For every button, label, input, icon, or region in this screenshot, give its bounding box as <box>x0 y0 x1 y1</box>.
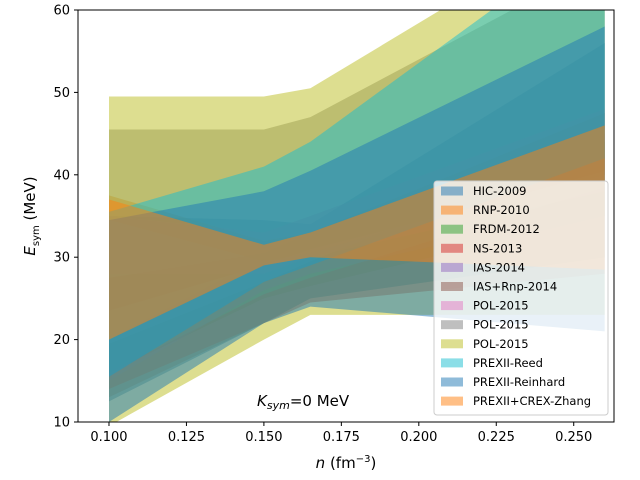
ksym-annotation: Ksym=0 MeV <box>257 392 350 412</box>
x-axis-label-main: n <box>316 454 326 472</box>
y-tick-label: 40 <box>53 168 70 183</box>
x-tick-label: 0.150 <box>245 430 282 445</box>
legend-box <box>433 180 609 416</box>
ksym-annotation-main: K <box>257 392 268 410</box>
legend-swatch <box>441 339 463 349</box>
x-tick-label: 0.125 <box>168 430 205 445</box>
ksym-annotation-rest: =0 MeV <box>290 392 350 410</box>
legend-label: POL-2015 <box>473 299 529 313</box>
legend-label: POL-2015 <box>473 337 529 351</box>
x-tick-label: 0.250 <box>555 430 592 445</box>
y-tick-label: 60 <box>53 4 70 19</box>
legend-swatch <box>441 262 463 272</box>
legend-swatch <box>441 243 463 253</box>
legend-label: POL-2015 <box>473 318 529 332</box>
y-axis-ticks: 10 20 30 40 50 60 <box>53 4 78 431</box>
legend-swatch <box>441 377 463 387</box>
legend-label: PREXII+CREX-Zhang <box>473 394 591 408</box>
legend-swatch <box>441 224 463 234</box>
y-tick-label: 20 <box>53 333 70 348</box>
x-tick-label: 0.175 <box>323 430 360 445</box>
legend-swatch <box>441 358 463 368</box>
band-11-prexii-crex-zhang <box>109 125 605 340</box>
legend-swatch <box>441 396 463 406</box>
legend-swatch <box>441 205 463 215</box>
y-tick-label: 50 <box>53 86 70 101</box>
plot-frame <box>77 9 615 423</box>
x-axis-label-close: ) <box>370 454 376 472</box>
x-axis-label-unit: (fm <box>325 454 356 472</box>
y-axis-label-sub: sym <box>31 225 42 246</box>
legend-swatch <box>441 301 463 311</box>
legend-label: FRDM-2012 <box>473 222 540 236</box>
legend-label: HIC-2009 <box>473 184 527 198</box>
y-axis-label: Esym (MeV) <box>21 176 42 255</box>
y-axis-label-unit: (MeV) <box>21 176 39 225</box>
x-axis-label: n (fm−3) <box>316 454 377 472</box>
x-tick-label: 0.200 <box>400 430 437 445</box>
legend-label: IAS-2014 <box>473 260 525 274</box>
ksym-annotation-sub: sym <box>267 399 290 412</box>
legend-swatch <box>441 320 463 330</box>
legend-swatch <box>441 282 463 291</box>
x-axis-ticks: 0.100 0.125 0.150 0.175 0.200 0.225 0.250 <box>90 422 592 445</box>
legend-label: PREXII-Reinhard <box>473 375 565 389</box>
x-tick-label: 0.100 <box>90 430 127 445</box>
legend-label: IAS+Rnp-2014 <box>473 280 557 294</box>
x-tick-label: 0.225 <box>478 430 515 445</box>
legend-swatch <box>441 186 463 196</box>
y-tick-label: 30 <box>53 251 70 266</box>
y-axis-label-main: E <box>21 246 39 256</box>
legend: HIC-2009 RNP-2010 FRDM-2012 NS-2013 IAS-2014… <box>433 180 609 416</box>
x-axis-label-exp: −3 <box>356 454 371 465</box>
y-tick-label: 10 <box>53 416 70 431</box>
legend-label: PREXII-Reed <box>473 356 543 370</box>
legend-label: NS-2013 <box>473 241 522 255</box>
legend-label: RNP-2010 <box>473 203 530 217</box>
